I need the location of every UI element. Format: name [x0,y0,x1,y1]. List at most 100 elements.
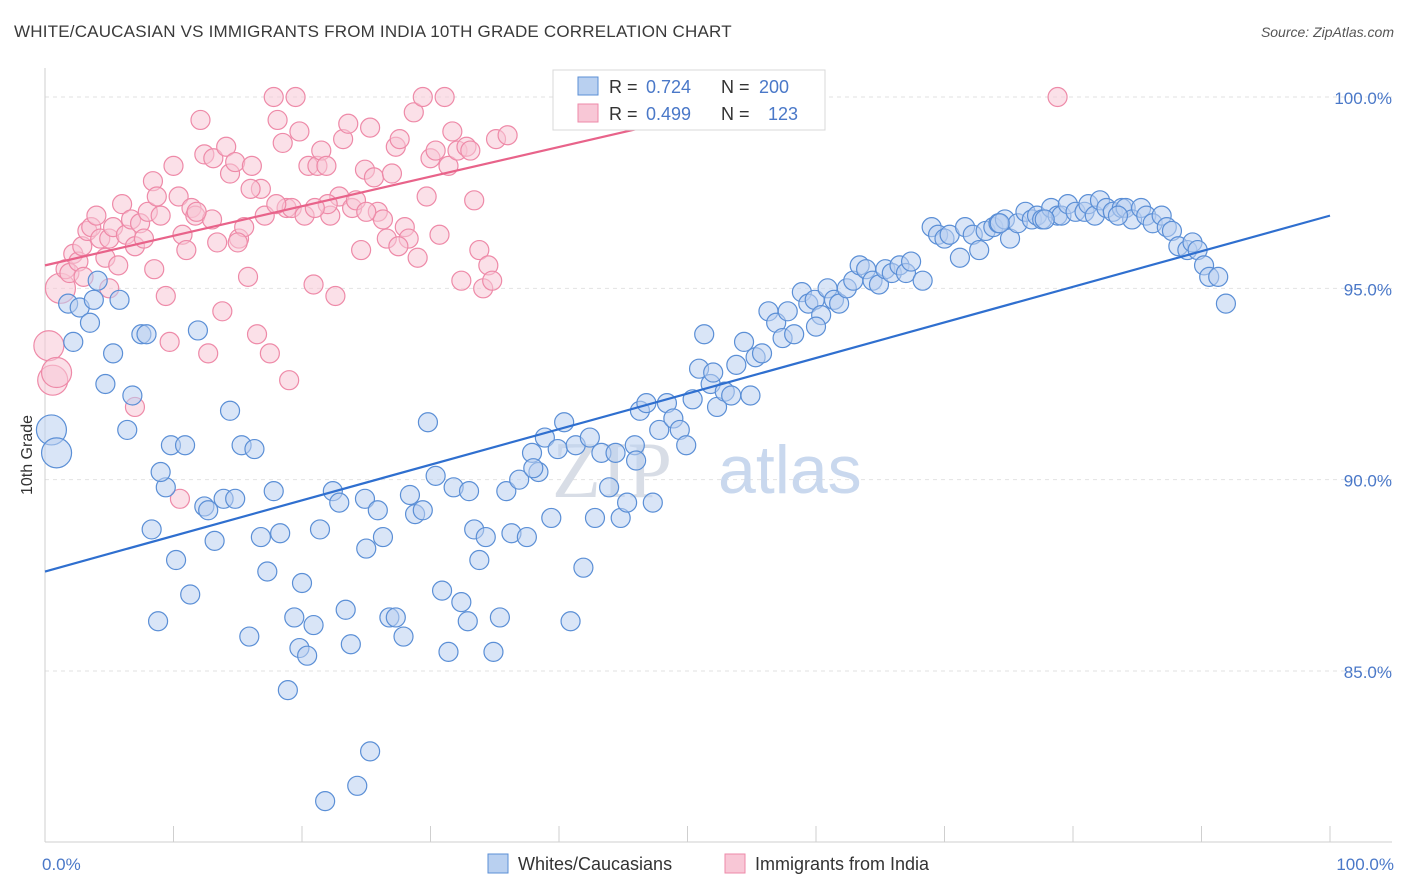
white-point [496,481,517,502]
x-tick-label-min: 0.0% [42,855,81,874]
white-point [303,614,324,636]
white-point [469,549,490,571]
legend-n-value-india: 123 [768,104,798,124]
white-point [297,645,318,666]
white-point [109,289,130,310]
legend-swatch-india [577,103,599,123]
white-point [451,592,472,613]
white-point [1107,205,1129,226]
india-point [416,186,437,207]
white-point [360,741,381,762]
india-point [266,194,287,215]
india-point [372,209,394,230]
white-point [438,641,459,662]
legend-label-india: Immigrants from India [755,854,930,874]
india-point [207,232,228,253]
series-legend: Whites/Caucasians Immigrants from India [487,853,930,874]
india-point [429,224,450,245]
india-point [356,201,377,222]
y-tick-labels: 85.0% 90.0% 95.0% 100.0% [1334,89,1392,682]
india-point [240,178,261,199]
white-point [329,492,350,513]
white-point [291,572,313,594]
correlation-legend: R = 0.724 N = 200 R = 0.499 N = 123 [552,69,826,131]
white-point [244,438,265,460]
white-point [617,492,638,513]
white-point [340,634,361,655]
white-point [180,584,201,605]
india-point [263,86,284,108]
white-point [777,301,798,322]
white-point [751,343,773,364]
india-point [388,236,409,257]
white-point [174,435,196,456]
india-point [497,125,518,146]
india-point [403,102,424,123]
white-point [40,437,73,469]
white-point [475,526,496,548]
white-point [263,481,284,502]
legend-r-label-india: R = [609,104,638,124]
india-point [146,186,167,207]
india-point [198,343,219,364]
india-point [225,151,246,173]
white-point [694,324,715,345]
white-point [63,331,84,353]
white-point [309,519,331,540]
india-point [169,488,191,509]
india-point [303,274,324,295]
white-point [425,465,446,486]
legend-r-label-white: R = [609,77,638,97]
india-point [351,239,372,261]
watermark-atlas: atlas [718,432,862,508]
india-point [163,155,184,176]
india-point [1047,86,1068,108]
india-point [325,285,346,307]
white-point [385,607,406,628]
india-point [237,266,259,287]
india-point [279,370,300,391]
india-point [316,155,337,176]
white-point [784,324,805,345]
y-tick-label-90: 90.0% [1344,472,1392,491]
y-tick-label-85: 85.0% [1344,663,1392,682]
india-point [434,86,455,108]
india-point [168,186,189,207]
white-point [270,523,291,544]
india-point [363,167,385,188]
india-point [338,113,359,134]
white-point [509,469,530,490]
white-point [900,251,922,272]
white-point [198,500,219,521]
white-point [284,607,305,628]
india-point [144,259,165,280]
white-point [703,362,724,383]
white-point [204,530,225,551]
india-point [246,324,268,345]
trend-lines [44,107,1331,573]
india-point [464,190,485,211]
white-point [122,385,143,406]
white-point [969,239,990,261]
white-point [83,289,104,310]
white-point [347,775,368,796]
y-tick-label-100: 100.0% [1334,89,1392,108]
white-point [949,247,971,268]
white-point [1034,209,1055,230]
white-point [356,538,377,559]
india-point [442,121,463,142]
india-point [469,239,490,261]
white-point [457,611,478,632]
white-point [150,461,171,483]
source-label: Source: ZipAtlas.com [1260,24,1394,40]
white-point [721,385,742,406]
white-points [35,190,1237,812]
white-point [315,791,336,812]
white-point [642,492,663,513]
white-point [458,481,480,502]
india-point [203,148,224,169]
india-point [407,247,428,268]
legend-r-value-white: 0.724 [646,77,691,97]
white-point [277,680,298,701]
white-point [367,500,388,521]
